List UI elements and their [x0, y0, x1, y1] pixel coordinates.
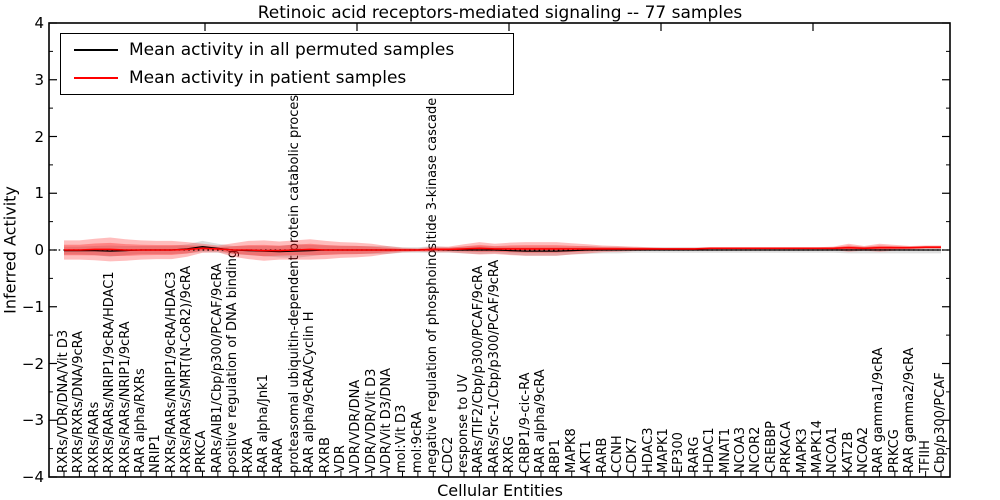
x-tick-label: CREBBP [763, 421, 779, 473]
x-tick-label: VDR [332, 445, 348, 473]
x-tick-label: AKT1 [579, 440, 595, 473]
legend-item-permuted: Mean activity in all permuted samples [61, 36, 513, 64]
y-tick-label: 2 [34, 127, 44, 146]
x-tick-label: CDK7 [625, 437, 641, 473]
permuted-std-band [64, 240, 941, 258]
x-tick-label: PRKACA [779, 421, 795, 473]
x-tick-label: RXRB [317, 437, 333, 473]
x-axis-title: Cellular Entities [437, 481, 563, 500]
x-tick-label: HDAC1 [702, 427, 718, 473]
x-tick-label: MAPK3 [794, 428, 810, 473]
x-tick-label: MNAT1 [717, 427, 733, 473]
x-tick-label: NCOR2 [748, 426, 764, 473]
legend: Mean activity in all permuted samples Me… [60, 33, 514, 95]
patient-mean-line [64, 246, 941, 252]
y-tick-label: 0 [34, 241, 44, 259]
legend-label-permuted: Mean activity in all permuted samples [129, 40, 455, 60]
y-tick-label: 4 [34, 14, 44, 32]
patient-std-band-inner [64, 242, 941, 257]
x-tick-label: RXRs/RARs/NRIP1/9cRA/HDAC1 [102, 271, 118, 473]
x-tick-label: NCOA3 [732, 427, 748, 473]
x-tick-label: mol:9cRA [409, 411, 425, 473]
x-tick-label: PRKCA [194, 430, 210, 473]
y-tick-label: −3 [21, 411, 44, 430]
permuted-line-swatch [74, 49, 118, 51]
x-tick-label: RXRs/RARs/SMRT(N-CoR2)/9cRA [179, 265, 195, 473]
x-tick-label: positive regulation of DNA binding [225, 249, 241, 473]
x-tick-label: RAR gamma2/9cRA [902, 347, 918, 473]
x-tick-label: VDR/Vit D3/DNA [379, 367, 395, 473]
x-tick-label: RARA [271, 438, 287, 473]
x-tick-label: RARs/TIF2/Cbp/p300/PCAF/9cRA [471, 265, 487, 473]
x-tick-label: MAPK8 [563, 428, 579, 473]
x-tick-label: proteasomal ubiquitin-dependent protein … [286, 88, 302, 473]
x-tick-label: RXRs/RARs/NRIP1/9cRA [117, 321, 133, 473]
x-tick-label: RAR alpha/9cRA [532, 369, 548, 473]
x-tick-label: RXRA [240, 437, 256, 473]
x-tick-label: RAR alpha/RXRs [132, 368, 148, 473]
x-tick-label: RXRs/VDR/DNA/Vit D3 [56, 329, 71, 473]
x-tick-label: MAPK1 [656, 428, 672, 473]
patient-std-band-outer [64, 237, 941, 262]
x-tick-label: Cbp/p300/PCAF [933, 372, 948, 473]
x-tick-label: RARs/AIB1/Cbp/p300/PCAF/9cRA [209, 263, 225, 473]
x-tick-label: CRBP1/9-cic-RA [517, 372, 533, 473]
x-tick-label: RARG [686, 436, 702, 473]
x-tick-label: RARs/Src-1/Cbp/p300/PCAF/9cRA [486, 259, 502, 473]
y-tick-label: −2 [21, 354, 44, 373]
chart-title: Retinoic acid receptors-mediated signali… [257, 3, 743, 23]
y-tick-label: 3 [34, 70, 44, 89]
x-tick-label: RXRG [502, 435, 518, 473]
x-tick-label: KAT2B [840, 431, 856, 473]
legend-label-patient: Mean activity in patient samples [129, 68, 407, 88]
x-tick-label: RXRs/RARs/NRIP1/9cRA/HDAC3 [163, 271, 179, 473]
y-tick-label: −1 [21, 297, 44, 316]
x-tick-label: CDC2 [440, 436, 456, 473]
x-tick-label: EP300 [671, 432, 687, 473]
y-tick-label: 1 [34, 184, 44, 203]
x-tick-label: RARB [594, 437, 610, 473]
x-tick-label: negative regulation of phosphoinositide … [425, 97, 441, 473]
x-tick-label: NCOA1 [825, 427, 841, 473]
permuted-mean-line [64, 245, 941, 253]
x-tick-label: VDR/VDR/Vit D3 [363, 368, 379, 473]
y-tick-label: −4 [21, 468, 44, 486]
x-tick-label: TFIIH [917, 440, 933, 473]
x-tick-label: RXRs/RARs [86, 401, 102, 473]
legend-item-patient: Mean activity in patient samples [61, 64, 513, 92]
x-tick-label: RBP1 [548, 438, 564, 473]
x-tick-label: RXRs/RXRs/DNA/9cRA [71, 330, 87, 473]
x-tick-label: MAPK14 [809, 419, 825, 473]
x-tick-label: VDR/VDR/DNA [348, 379, 364, 473]
x-tick-label: RAR alpha/Jnk1 [256, 374, 272, 473]
x-tick-label: response to UV [456, 374, 472, 473]
patient-line-swatch [74, 77, 118, 79]
x-tick-label: CCNH [609, 435, 625, 473]
x-tick-label: PRKCG [886, 429, 902, 473]
x-tick-label: NRIP1 [148, 434, 164, 473]
x-tick-label: NCOA2 [856, 427, 872, 473]
x-tick-label: mol:Vit D3 [394, 404, 410, 473]
x-tick-label: HDAC3 [640, 427, 656, 473]
x-tick-label: RAR alpha/9cRA/Cyclin H [302, 311, 318, 473]
x-tick-label: RAR gamma1/9cRA [871, 347, 887, 473]
